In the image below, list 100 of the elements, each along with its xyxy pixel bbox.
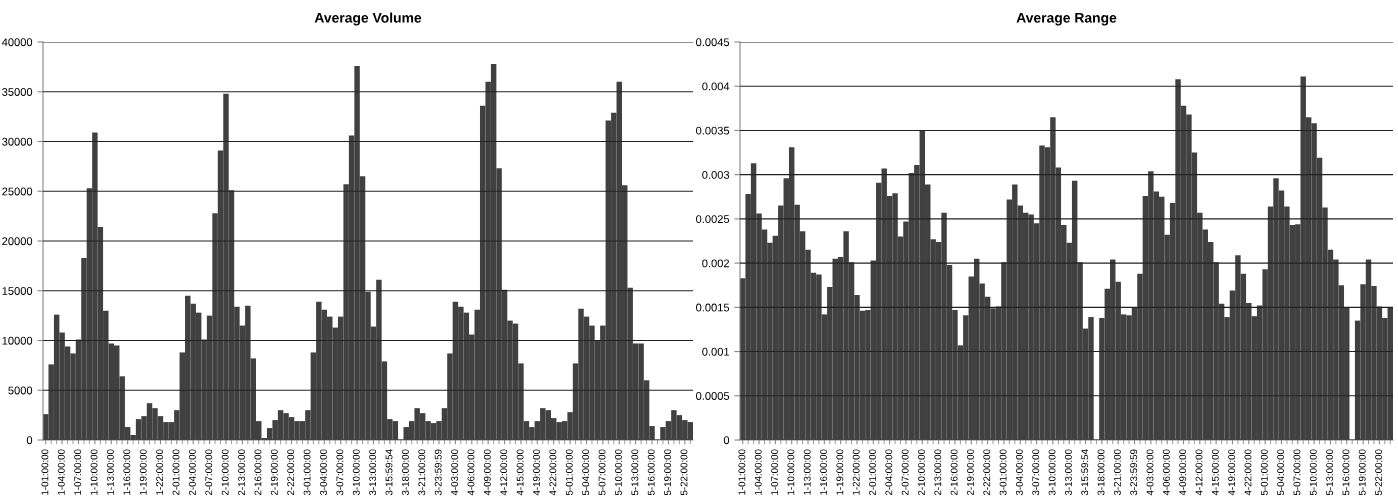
x-tick-label: 5-04:00:00 xyxy=(582,449,590,496)
x-tick-label: 2-16:00:00 xyxy=(950,449,958,496)
x-tick-label: 1-16:00:00 xyxy=(123,449,131,495)
x-tick-label: 1-07:00:00 xyxy=(771,449,778,495)
x-tick-label: 3-04:00:00 xyxy=(1015,449,1023,496)
x-tick-label: 5-10:00:00 xyxy=(1309,449,1317,496)
x-tick-label: 2-10:00:00 xyxy=(221,449,229,496)
x-tick-label: 2-22:00:00 xyxy=(983,449,991,496)
x-tick-label: 5-19:00:00 xyxy=(1358,449,1366,496)
x-tick-label: 1-10:00:00 xyxy=(90,449,98,495)
x-tick-label: 5-07:00:00 xyxy=(598,449,606,496)
y-tick-label: 30000 xyxy=(2,137,33,146)
x-tick-label: 2-13:00:00 xyxy=(238,449,245,496)
x-tick-label: 2-22:00:00 xyxy=(287,449,295,496)
x-tick-label: 3-01:00:00 xyxy=(999,449,1007,496)
x-tick-label: 2-01:00:00 xyxy=(172,449,180,496)
y-tick-label: 25000 xyxy=(2,187,33,196)
x-tick-label: 3-07:00:00 xyxy=(336,449,344,496)
y-tick-label: 0 xyxy=(723,436,730,445)
x-tick-label: 4-12:00:00 xyxy=(500,449,508,496)
x-tick-label: 5-10:00:00 xyxy=(614,449,622,496)
y-tick-label: 0.003 xyxy=(702,170,730,179)
x-tick-label: 3-15:59:54 xyxy=(385,449,393,496)
y-tick-label: 0.0005 xyxy=(696,392,730,400)
y-tick-label: 0.0025 xyxy=(696,215,730,224)
x-tick-label: 1-04:00:00 xyxy=(754,449,762,495)
x-tick-label: 4-19:00:00 xyxy=(533,449,540,496)
x-tick-label: 4-12:00:00 xyxy=(1195,449,1203,496)
x-tick-label: 1-01:00:00 xyxy=(738,449,746,495)
y-tick-label: 0.0035 xyxy=(696,126,730,135)
x-tick-label: 1-04:00:00 xyxy=(57,449,65,495)
y-tick-label: 0.002 xyxy=(702,259,730,268)
x-tick-label: 2-19:00:00 xyxy=(967,449,974,496)
x-tick-label: 5-13:00:00 xyxy=(631,449,639,496)
chart-title: Average Range xyxy=(1016,13,1117,26)
x-tick-label: 1-22:00:00 xyxy=(156,449,164,495)
x-tick-label: 3-15:59:54 xyxy=(1081,449,1089,496)
x-tick-label: 3-21:00:00 xyxy=(1113,449,1121,496)
y-tick-label: 0.0045 xyxy=(696,38,730,47)
x-tick-label: 3-18:00:00 xyxy=(1097,449,1105,496)
x-tick-label: 2-13:00:00 xyxy=(934,449,942,496)
x-tick-label: 3-10:00:00 xyxy=(352,449,360,496)
x-tick-label: 5-22:00:00 xyxy=(680,449,688,496)
x-tick-label: 5-16:00:00 xyxy=(1342,449,1350,496)
y-tick-label: 5000 xyxy=(8,386,33,395)
y-tick-label: 15000 xyxy=(2,287,33,295)
x-tick-label: 2-07:00:00 xyxy=(901,449,909,496)
x-tick-label: 4-15:00:00 xyxy=(516,449,524,496)
x-tick-label: 4-06:00:00 xyxy=(1162,449,1170,496)
x-tick-label: 4-09:00:00 xyxy=(483,449,491,496)
x-tick-label: 5-07:00:00 xyxy=(1293,449,1301,496)
y-tick-label: 10000 xyxy=(2,336,33,345)
x-tick-label: 3-18:00:00 xyxy=(401,449,409,496)
x-tick-label: 4-22:00:00 xyxy=(1244,449,1252,496)
x-tick-label: 1-19:00:00 xyxy=(836,449,844,495)
x-tick-label: 3-13:00:00 xyxy=(369,449,377,496)
y-tick-label: 40000 xyxy=(1,38,33,47)
x-tick-label: 1-22:00:00 xyxy=(852,449,860,495)
x-tick-label: 3-10:00:00 xyxy=(1048,449,1056,496)
x-tick-label: 4-22:00:00 xyxy=(549,449,557,496)
x-tick-label: 3-07:00:00 xyxy=(1032,449,1040,496)
x-tick-label: 1-13:00:00 xyxy=(107,449,114,495)
x-tick-label: 2-07:00:00 xyxy=(205,449,213,496)
x-tick-label: 5-13:00:00 xyxy=(1326,449,1334,496)
x-tick-label: 4-06:00:00 xyxy=(467,449,475,496)
x-tick-label: 3-13:00:00 xyxy=(1064,449,1072,496)
x-tick-label: 3-21:00:00 xyxy=(418,449,426,496)
y-tick-label: 35000 xyxy=(2,88,33,96)
y-tick-label: 0.001 xyxy=(702,347,730,356)
x-tick-label: 2-19:00:00 xyxy=(270,449,278,496)
x-tick-label: 5-16:00:00 xyxy=(647,449,655,496)
x-tick-label: 3-23:59:59 xyxy=(434,449,442,496)
x-tick-label: 4-03:00:00 xyxy=(1146,449,1154,496)
y-tick-label: 0.0015 xyxy=(696,303,730,312)
x-tick-label: 1-16:00:00 xyxy=(820,449,827,495)
chart-title: Average Volume xyxy=(314,12,422,26)
x-tick-label: 4-15:00:00 xyxy=(1211,449,1219,496)
x-tick-label: 1-19:00:00 xyxy=(139,449,147,495)
x-tick-label: 4-03:00:00 xyxy=(451,449,458,496)
y-tick-label: 0.004 xyxy=(702,82,730,91)
x-tick-label: 2-16:00:00 xyxy=(254,449,262,496)
x-tick-label: 3-04:00:00 xyxy=(320,449,327,496)
x-tick-label: 3-01:00:00 xyxy=(303,449,311,496)
x-tick-label: 5-19:00:00 xyxy=(664,449,672,496)
y-tick-label: 0 xyxy=(26,436,33,445)
x-tick-label: 2-01:00:00 xyxy=(869,449,876,496)
x-tick-label: 5-01:00:00 xyxy=(565,449,573,496)
x-tick-label: 5-22:00:00 xyxy=(1375,449,1383,496)
x-tick-label: 1-07:00:00 xyxy=(74,449,82,495)
x-tick-label: 1-10:00:00 xyxy=(787,449,795,495)
x-tick-label: 5-04:00:00 xyxy=(1277,449,1285,496)
x-tick-label: 1-01:00:00 xyxy=(41,449,49,495)
x-tick-label: 2-04:00:00 xyxy=(885,449,893,496)
x-tick-label: 2-04:00:00 xyxy=(188,449,196,496)
y-tick-label: 20000 xyxy=(2,237,33,246)
x-tick-label: 1-13:00:00 xyxy=(803,449,811,495)
x-tick-label: 5-01:00:00 xyxy=(1260,449,1268,496)
x-tick-label: 4-09:00:00 xyxy=(1179,449,1187,496)
x-tick-label: 3-23:59:59 xyxy=(1130,449,1138,496)
x-tick-label: 2-10:00:00 xyxy=(918,449,925,496)
